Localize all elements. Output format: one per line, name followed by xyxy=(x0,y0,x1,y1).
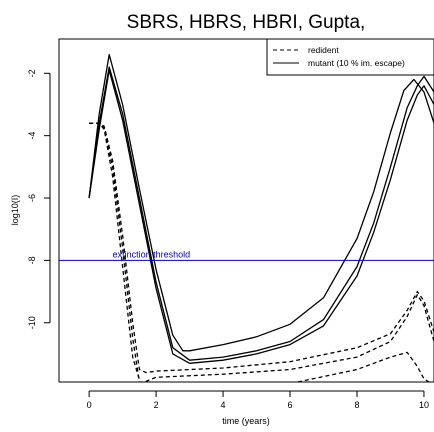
x-tick-label: 0 xyxy=(87,400,92,410)
extinction-threshold-label: extinction threshold xyxy=(113,249,191,259)
y-axis-label: log10(I) xyxy=(10,195,20,226)
y-tick-label: -4 xyxy=(27,132,37,140)
redident-line-4 xyxy=(89,122,434,374)
x-tick-label: 10 xyxy=(419,400,429,410)
y-tick-label: -2 xyxy=(27,69,37,77)
mutant-line-2 xyxy=(88,66,434,361)
x-axis-label: time (years) xyxy=(222,416,270,426)
x-tick-label: 4 xyxy=(221,400,226,410)
x-tick-label: 8 xyxy=(354,400,359,410)
y-axis: -10 -8 -6 -4 -2 xyxy=(27,69,51,329)
chart-title: SBRS, HBRS, HBRI, Gupta, xyxy=(127,12,366,33)
redident-line-5 xyxy=(89,122,434,382)
y-tick-label: -8 xyxy=(27,256,37,264)
legend-box xyxy=(266,38,434,76)
legend-label-mutant: mutant (10 % im. escape) xyxy=(308,58,405,68)
legend: redident mutant (10 % im. escape) xyxy=(266,38,434,76)
x-axis: 0 2 4 6 8 10 xyxy=(87,390,429,410)
x-tick-label: 2 xyxy=(154,400,159,410)
mutant-line-3 xyxy=(88,69,434,364)
y-tick-label: -10 xyxy=(27,316,37,329)
series-layer xyxy=(88,53,434,382)
x-tick-label: 6 xyxy=(288,400,293,410)
y-tick-label: -6 xyxy=(27,194,37,202)
redident-line-6 xyxy=(89,122,431,382)
legend-label-redident: redident xyxy=(308,45,339,55)
plot-frame xyxy=(58,38,434,383)
mutant-line-1 xyxy=(88,53,434,352)
